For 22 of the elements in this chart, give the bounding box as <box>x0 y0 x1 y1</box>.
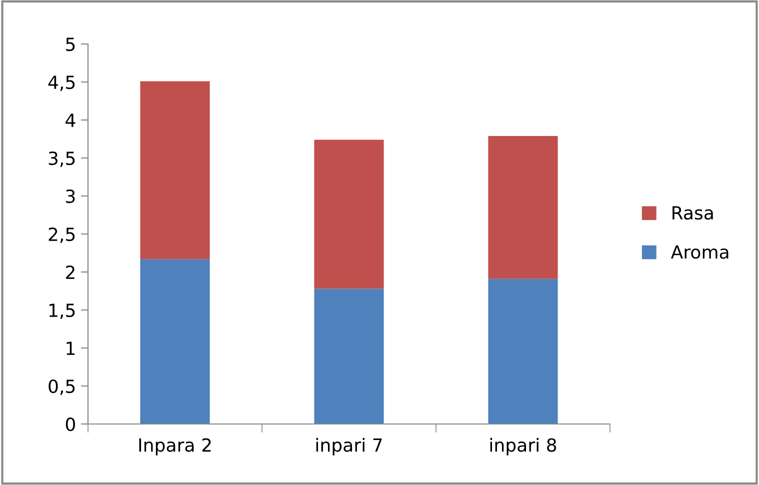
y-tick-label: 2 <box>66 265 74 279</box>
x-tick-label: inpari 7 <box>316 438 382 456</box>
bar <box>488 136 558 279</box>
y-tick-label: 0 <box>66 417 75 432</box>
bar <box>314 288 384 424</box>
y-tick-label: 5 <box>66 38 75 52</box>
x-tick-label: Inpara 2 <box>139 438 211 456</box>
legend-label: Aroma <box>670 245 728 259</box>
bar <box>140 259 210 424</box>
y-tick-label: 3 <box>66 189 75 204</box>
y-tick-label: 3,5 <box>48 151 75 167</box>
y-tick-label: 2,5 <box>48 227 75 243</box>
y-tick-label: 1,5 <box>49 304 75 319</box>
y-tick-label: 4,5 <box>48 76 75 91</box>
bar <box>314 140 384 289</box>
bar <box>488 278 558 424</box>
legend-label: Rasa <box>672 206 713 220</box>
y-tick-label: 4 <box>66 114 76 127</box>
y-tick-label: 1 <box>66 342 75 355</box>
y-tick-label: 0,5 <box>48 379 75 395</box>
bar <box>140 81 210 260</box>
x-tick-label: inpari 8 <box>490 438 556 456</box>
